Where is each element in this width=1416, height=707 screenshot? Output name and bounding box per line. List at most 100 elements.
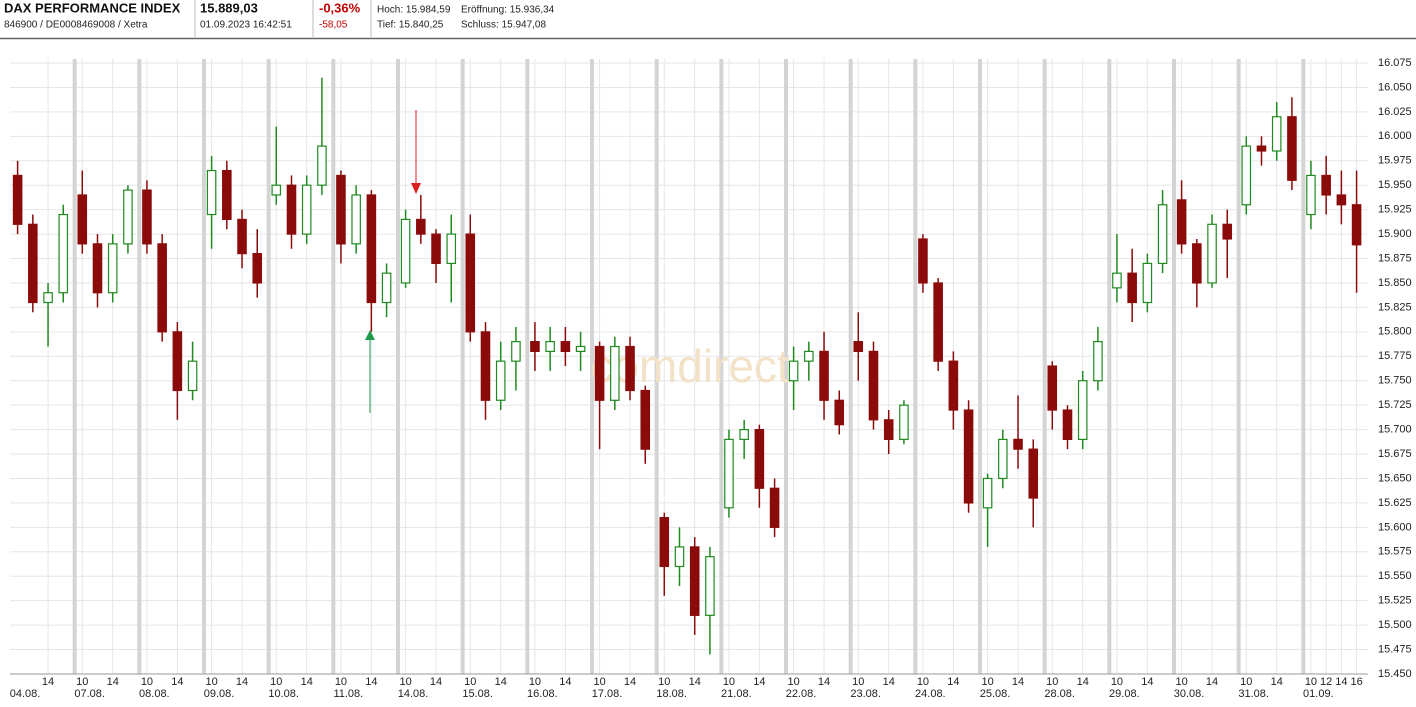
x-tick-label: 14 bbox=[301, 676, 313, 688]
axes: 15.450 15.475 15.500 15.525 15.550 15.575 15.6… bbox=[10, 57, 1412, 700]
grid bbox=[10, 59, 1368, 675]
y-tick-label: 15.700 bbox=[1378, 424, 1412, 436]
day-label: 08.08. bbox=[139, 688, 170, 700]
day-label: 21.08. bbox=[721, 688, 752, 700]
candle-body bbox=[948, 360, 959, 411]
y-tick-label: 15.550 bbox=[1378, 570, 1412, 582]
candle-body bbox=[1112, 272, 1122, 289]
x-tick-label: 10 bbox=[723, 676, 735, 688]
x-tick-label: 14 bbox=[42, 676, 54, 688]
x-tick-label: 10 bbox=[270, 676, 282, 688]
candle-body bbox=[819, 350, 829, 401]
y-tick-label: 15.775 bbox=[1378, 350, 1412, 362]
candle-body bbox=[1241, 145, 1252, 206]
y-tick-label: 15.500 bbox=[1378, 619, 1412, 631]
x-tick-label: 10 bbox=[335, 676, 347, 688]
candle-body bbox=[545, 341, 555, 352]
y-tick-label: 15.525 bbox=[1378, 595, 1412, 607]
x-tick-label: 14 bbox=[171, 676, 183, 688]
x-tick-label: 14 bbox=[818, 676, 830, 688]
watermark: comdirect bbox=[590, 340, 790, 392]
candle-body bbox=[689, 546, 700, 616]
y-tick-label: 15.975 bbox=[1378, 155, 1412, 167]
day-label: 24.08. bbox=[915, 688, 946, 700]
day-label: 10.08. bbox=[268, 688, 299, 700]
y-tick-label: 16.075 bbox=[1378, 57, 1412, 69]
x-tick-label: 14 bbox=[1012, 676, 1024, 688]
candle-body bbox=[982, 477, 993, 509]
candle-body bbox=[560, 341, 571, 352]
candle-body bbox=[187, 360, 198, 392]
candle-body bbox=[1077, 380, 1088, 440]
y-tick-label: 15.475 bbox=[1378, 643, 1412, 655]
sell-arrow-head bbox=[411, 183, 421, 194]
candle-body bbox=[446, 233, 457, 265]
x-tick-label: 10 bbox=[917, 676, 929, 688]
candles bbox=[12, 77, 1362, 655]
y-tick-label: 15.625 bbox=[1378, 497, 1412, 509]
day-label: 11.08. bbox=[333, 688, 363, 700]
candle-body bbox=[301, 184, 312, 235]
candle-body bbox=[317, 145, 327, 186]
y-tick-label: 16.050 bbox=[1378, 81, 1412, 93]
y-tick-label: 15.650 bbox=[1378, 472, 1412, 484]
candle-body bbox=[804, 350, 814, 362]
day-label: 17.08. bbox=[592, 688, 623, 700]
candle-body bbox=[465, 233, 476, 333]
candle-body bbox=[1157, 204, 1168, 265]
x-tick-label: 10 bbox=[399, 676, 411, 688]
x-tick-label: 14 bbox=[1335, 676, 1347, 688]
open: Eröffnung: 15.936,34 bbox=[461, 5, 555, 16]
candle-body bbox=[1013, 438, 1023, 450]
x-tick-label: 14 bbox=[1141, 676, 1153, 688]
x-tick-label: 10 bbox=[1046, 676, 1058, 688]
price: 15.889,03 bbox=[200, 0, 258, 15]
low: Tief: 15.840,25 bbox=[377, 20, 444, 31]
candle-body bbox=[918, 238, 928, 284]
day-label: 25.08. bbox=[980, 688, 1011, 700]
y-tick-label: 15.600 bbox=[1378, 521, 1412, 533]
y-tick-label: 15.850 bbox=[1378, 277, 1412, 289]
candle-body bbox=[998, 438, 1008, 480]
x-tick-label: 10 bbox=[529, 676, 541, 688]
candle-body bbox=[400, 218, 411, 284]
candle-body bbox=[142, 189, 152, 245]
x-tick-label: 14 bbox=[107, 676, 119, 688]
candle-body bbox=[43, 292, 53, 304]
candle-body bbox=[336, 174, 346, 245]
y-tick-label: 15.825 bbox=[1378, 301, 1412, 313]
y-tick-label: 15.450 bbox=[1378, 668, 1412, 680]
change-percent: -0,36% bbox=[319, 0, 361, 15]
x-tick-label: 14 bbox=[430, 676, 442, 688]
high: Hoch: 15.984,59 bbox=[377, 5, 451, 16]
candle-body bbox=[1336, 194, 1347, 206]
y-tick-label: 15.675 bbox=[1378, 448, 1412, 460]
candle-body bbox=[495, 360, 506, 401]
candle-body bbox=[594, 345, 605, 401]
candle-body bbox=[172, 331, 183, 392]
day-label: 22.08. bbox=[786, 688, 817, 700]
candle-body bbox=[381, 272, 392, 304]
y-tick-label: 16.000 bbox=[1378, 130, 1412, 142]
candle-body bbox=[739, 429, 749, 440]
candle-body bbox=[1222, 223, 1233, 240]
candle-body bbox=[58, 213, 69, 294]
timestamp: 01.09.2023 16:42:51 bbox=[200, 20, 292, 31]
x-tick-label: 14 bbox=[559, 676, 571, 688]
x-tick-label: 12 bbox=[1320, 676, 1332, 688]
x-tick-label: 10 bbox=[205, 676, 217, 688]
candle-body bbox=[1287, 116, 1297, 181]
candle-body bbox=[416, 218, 426, 235]
y-tick-label: 15.800 bbox=[1378, 326, 1412, 338]
y-tick-label: 15.925 bbox=[1378, 204, 1412, 216]
day-label: 14.08. bbox=[398, 688, 429, 700]
candle-body bbox=[610, 345, 620, 401]
y-tick-label: 15.875 bbox=[1378, 252, 1412, 264]
candle-body bbox=[834, 399, 845, 426]
candle-body bbox=[1321, 174, 1331, 196]
candle-body bbox=[754, 429, 765, 489]
x-tick-label: 10 bbox=[852, 676, 864, 688]
candle-body bbox=[769, 487, 780, 528]
